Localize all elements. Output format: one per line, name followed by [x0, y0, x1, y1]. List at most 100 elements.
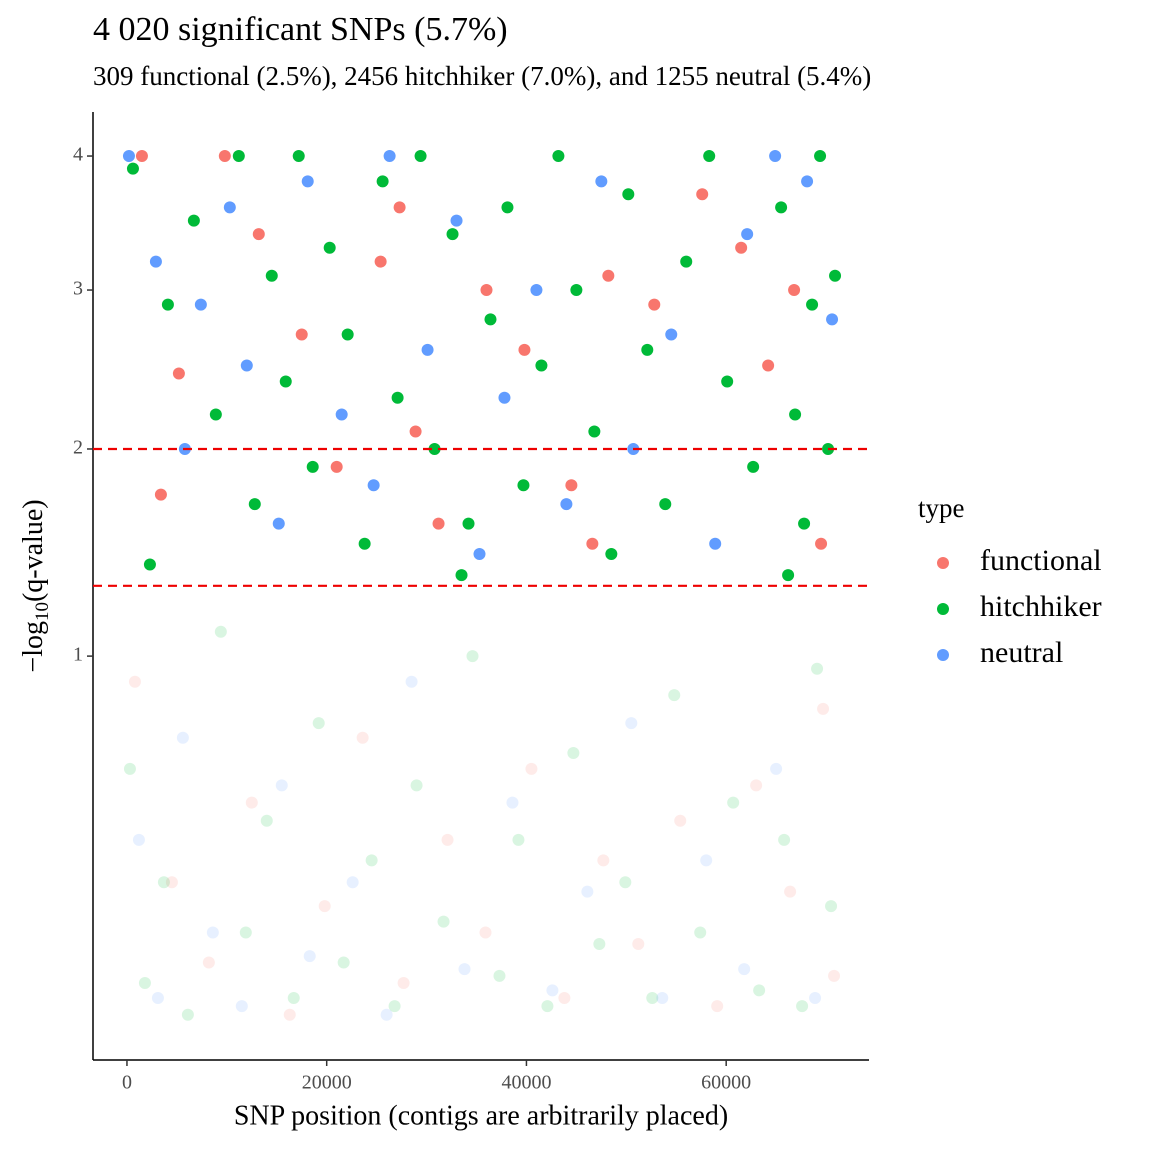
y-tick-label: 1 — [73, 644, 83, 666]
data-point — [301, 175, 314, 188]
data-point — [157, 876, 170, 889]
data-point — [441, 833, 454, 846]
data-point — [450, 214, 463, 227]
data-point — [123, 762, 136, 775]
data-point — [172, 367, 185, 380]
data-point — [151, 992, 164, 1005]
data-point — [659, 498, 672, 511]
legend-label: hitchhiker — [980, 590, 1102, 623]
data-point — [367, 479, 380, 492]
data-point — [741, 228, 754, 241]
data-point — [214, 625, 227, 638]
data-point — [279, 375, 292, 388]
legend-marker — [937, 603, 949, 615]
data-point — [801, 175, 814, 188]
data-point — [753, 984, 766, 997]
data-point — [149, 255, 162, 268]
data-point — [292, 150, 305, 163]
data-point — [161, 298, 174, 311]
data-point — [346, 876, 359, 889]
data-point — [696, 188, 709, 201]
data-point — [798, 517, 811, 530]
data-point — [239, 926, 252, 939]
x-tick-label: 60000 — [701, 1072, 751, 1094]
data-point — [588, 425, 601, 438]
data-point — [735, 241, 748, 254]
data-point — [187, 214, 200, 227]
data-point — [287, 992, 300, 1005]
data-point — [365, 854, 378, 867]
data-point — [747, 460, 760, 473]
data-point — [814, 150, 827, 163]
y-tick-label: 2 — [73, 437, 83, 459]
data-point — [235, 1000, 248, 1013]
data-point — [674, 814, 687, 827]
data-point — [711, 1000, 724, 1013]
data-point — [501, 201, 514, 214]
data-point — [283, 1008, 296, 1021]
data-point — [625, 717, 638, 730]
data-point — [181, 1008, 194, 1021]
legend-marker — [937, 649, 949, 661]
data-point — [318, 900, 331, 913]
data-point — [506, 796, 519, 809]
data-point — [455, 569, 468, 582]
data-point — [570, 284, 583, 297]
data-point — [665, 328, 678, 341]
data-point — [358, 537, 371, 550]
y-axis-label: −log10(q-value) — [18, 499, 53, 672]
data-point — [778, 833, 791, 846]
data-point — [680, 255, 693, 268]
data-point — [512, 833, 525, 846]
data-point — [535, 359, 548, 372]
data-point — [312, 717, 325, 730]
data-point — [223, 201, 236, 214]
data-point — [446, 228, 459, 241]
data-point — [432, 517, 445, 530]
data-point — [622, 188, 635, 201]
data-point — [206, 926, 219, 939]
data-point — [646, 992, 659, 1005]
y-label-part: (q-value) — [18, 499, 49, 602]
data-point — [605, 548, 618, 561]
data-point — [421, 343, 434, 356]
data-point — [306, 460, 319, 473]
data-point — [750, 779, 763, 792]
data-point — [138, 976, 151, 989]
data-point — [232, 150, 245, 163]
data-point — [525, 762, 538, 775]
data-point — [126, 162, 139, 175]
data-point — [480, 284, 493, 297]
plot-area: 1 2 3 4 0 20000 40000 60000 — [73, 112, 869, 1094]
data-point — [782, 569, 795, 582]
y-label-part: −log — [18, 621, 49, 673]
data-point — [770, 762, 783, 775]
data-point — [700, 854, 713, 867]
data-point — [546, 984, 559, 997]
data-point — [825, 900, 838, 913]
data-point — [484, 313, 497, 326]
data-point — [383, 150, 396, 163]
data-point — [518, 343, 531, 356]
data-point — [272, 517, 285, 530]
y-tick-label: 4 — [73, 144, 83, 166]
data-point — [541, 1000, 554, 1013]
data-point — [323, 241, 336, 254]
data-point — [393, 201, 406, 214]
data-point — [128, 675, 141, 688]
data-point — [176, 731, 189, 744]
data-point — [788, 284, 801, 297]
data-point — [265, 269, 278, 282]
data-point — [341, 328, 354, 341]
data-point — [498, 391, 511, 404]
data-point — [597, 854, 610, 867]
data-point — [721, 375, 734, 388]
data-point — [762, 359, 775, 372]
data-point — [558, 992, 571, 1005]
data-point — [567, 747, 580, 760]
data-point — [374, 255, 387, 268]
data-point — [202, 956, 215, 969]
data-point — [275, 779, 288, 792]
x-tick-label: 20000 — [302, 1072, 352, 1094]
